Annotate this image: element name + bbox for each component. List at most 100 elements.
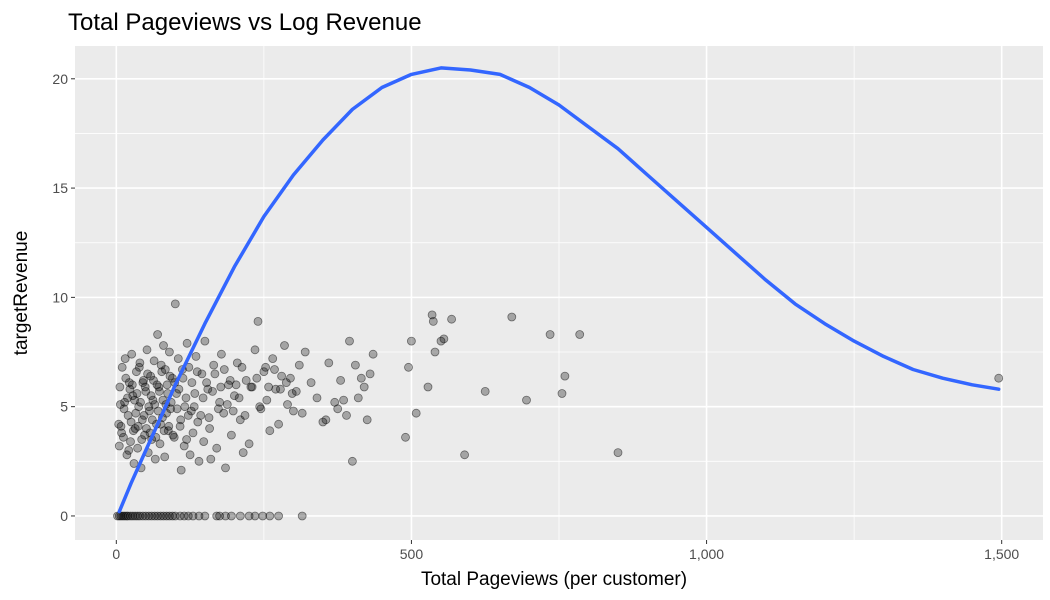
data-point <box>333 404 343 414</box>
data-point <box>153 330 163 339</box>
data-point <box>128 426 138 436</box>
minor-gridlines <box>75 46 1043 540</box>
data-point <box>116 400 125 409</box>
data-point <box>336 375 346 385</box>
data-point <box>175 511 185 521</box>
data-point <box>131 408 141 418</box>
data-point <box>353 393 363 403</box>
data-point <box>259 367 269 377</box>
data-point <box>192 367 202 377</box>
x-tick-label: 0 <box>112 546 120 562</box>
data-point <box>139 410 149 420</box>
data-point <box>129 459 139 468</box>
y-tick-label: 10 <box>52 289 68 305</box>
data-point <box>166 404 176 414</box>
data-point <box>436 336 446 346</box>
data-point <box>170 511 180 521</box>
x-tick-label: 1,500 <box>984 546 1019 562</box>
data-point <box>244 439 254 449</box>
data-point <box>126 437 135 447</box>
data-point <box>169 432 179 442</box>
data-point <box>159 426 169 436</box>
data-point <box>447 314 457 324</box>
data-point <box>146 391 156 401</box>
data-point <box>226 430 236 440</box>
data-point <box>181 393 191 403</box>
data-point <box>339 395 349 405</box>
data-point <box>149 375 158 385</box>
data-point <box>130 424 140 433</box>
data-point <box>237 362 247 372</box>
data-point <box>194 456 204 466</box>
data-point <box>150 511 160 521</box>
y-axis-title: targetRevenue <box>11 231 32 356</box>
data-point <box>221 511 230 521</box>
y-tick-label: 5 <box>60 399 68 415</box>
data-point <box>256 404 266 414</box>
data-point <box>285 373 295 383</box>
data-point <box>159 511 168 521</box>
data-point <box>213 404 223 414</box>
data-point <box>216 382 226 392</box>
data-point <box>193 417 203 427</box>
data-point <box>187 378 197 388</box>
data-point <box>262 395 272 405</box>
data-point <box>141 386 151 396</box>
data-point <box>264 382 274 392</box>
data-point <box>406 336 416 346</box>
data-point <box>123 393 132 403</box>
data-point <box>203 384 213 394</box>
data-point <box>133 443 143 453</box>
data-point <box>131 367 141 377</box>
data-point <box>182 338 192 348</box>
data-point <box>114 441 124 451</box>
data-point <box>204 413 214 423</box>
data-point <box>126 511 135 521</box>
data-point <box>427 310 437 320</box>
data-point <box>265 426 275 436</box>
data-point <box>411 408 421 418</box>
data-point <box>275 384 285 394</box>
data-point <box>200 336 210 346</box>
data-point <box>306 378 316 388</box>
data-point <box>215 397 225 407</box>
data-point <box>350 360 360 370</box>
data-point <box>253 316 263 326</box>
data-point <box>128 511 138 521</box>
data-point <box>212 443 222 453</box>
data-point <box>136 397 145 407</box>
data-point <box>480 386 490 396</box>
data-point <box>133 511 143 521</box>
data-point <box>117 428 126 438</box>
data-point <box>165 371 175 381</box>
data-point <box>164 421 174 431</box>
data-point <box>196 410 206 420</box>
data-point <box>252 373 262 383</box>
data-point <box>123 410 133 420</box>
data-point <box>148 395 158 405</box>
smooth-trend-line <box>117 66 1001 514</box>
data-point <box>216 349 226 359</box>
data-point <box>147 415 157 425</box>
data-point <box>175 421 185 431</box>
data-point <box>143 369 153 379</box>
data-point <box>154 382 164 392</box>
data-point <box>271 384 281 394</box>
data-point <box>160 365 170 374</box>
data-point <box>152 380 162 390</box>
data-point <box>365 369 375 379</box>
data-point <box>163 426 173 436</box>
data-point <box>288 406 298 416</box>
data-point <box>300 347 310 357</box>
data-point <box>190 389 200 398</box>
data-point <box>127 380 137 390</box>
data-point <box>122 511 131 521</box>
data-point <box>120 511 129 521</box>
data-point <box>164 511 174 521</box>
data-point <box>155 439 165 449</box>
x-tick-label: 1,000 <box>689 546 724 562</box>
data-point <box>149 356 159 366</box>
data-point <box>124 378 134 388</box>
data-point <box>423 382 433 392</box>
